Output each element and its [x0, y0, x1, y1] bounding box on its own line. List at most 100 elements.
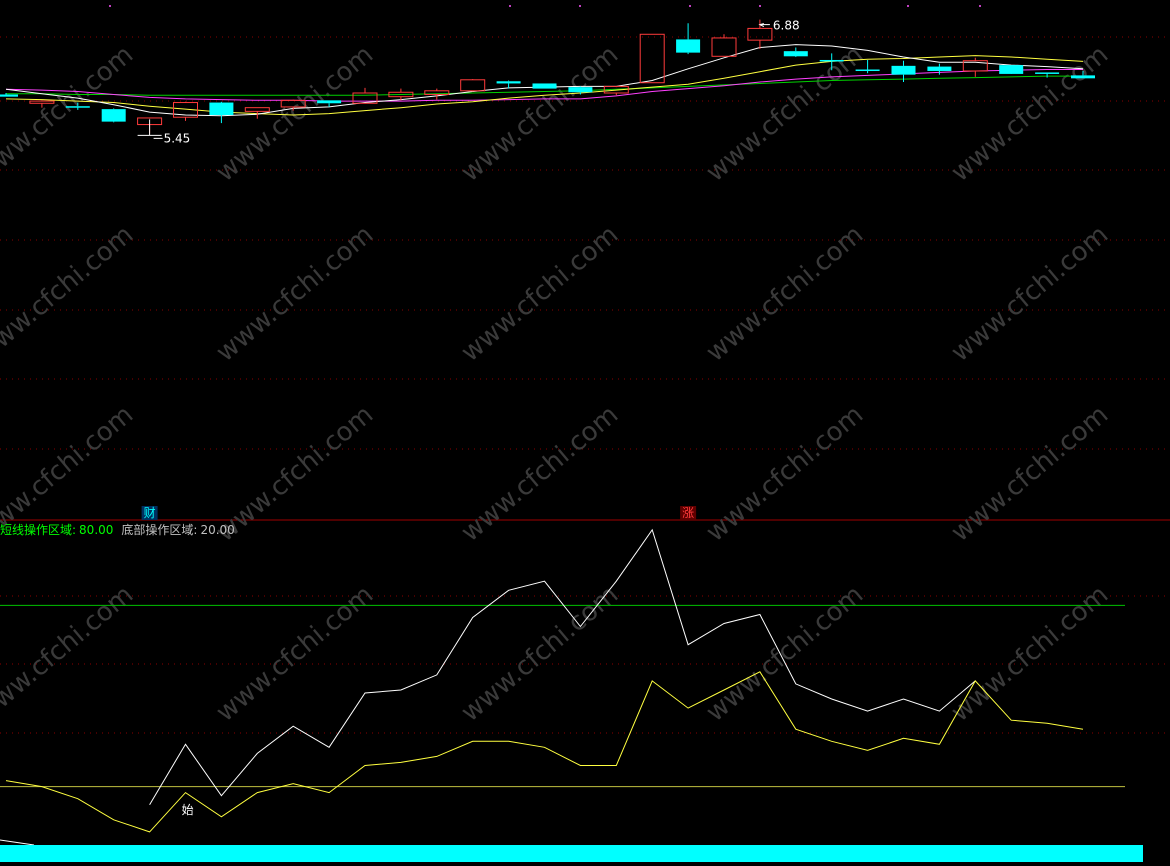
- candle-body: [173, 102, 198, 118]
- oscillator-tail: [0, 839, 35, 846]
- candle: [783, 47, 808, 58]
- candle-body: [855, 69, 880, 72]
- candle-body: [29, 100, 55, 104]
- top-tick-dot: [579, 5, 581, 7]
- candle: [1071, 70, 1095, 79]
- candle-body: [783, 51, 808, 57]
- candle-body: [0, 94, 18, 97]
- candle-body: [1035, 72, 1060, 74]
- candle: [891, 60, 916, 82]
- watermark-text: www.cfchi.com: [701, 40, 870, 188]
- watermark-text: www.cfchi.com: [211, 400, 380, 548]
- candle-body: [711, 37, 737, 57]
- legend-short-value: 80.00: [79, 523, 113, 537]
- watermark-text: www.cfchi.com: [946, 400, 1115, 548]
- candle: [676, 23, 701, 55]
- annotation-layer: 6.88 5.45 财 涨: [137, 19, 800, 520]
- watermark-text: www.cfchi.com: [456, 400, 625, 548]
- legend-short-label: 短线操作区域:: [0, 522, 76, 537]
- bottom-signal-bar: [0, 845, 1143, 862]
- candle: [424, 88, 450, 100]
- start-marker: 始: [182, 803, 194, 817]
- candle-body: [101, 109, 126, 122]
- candle: [496, 80, 521, 89]
- candle-body: [747, 27, 773, 41]
- watermark-text: www.cfchi.com: [701, 220, 870, 368]
- candle: [1035, 72, 1060, 78]
- watermark-text: www.cfchi.com: [0, 220, 139, 368]
- top-tick-dot: [979, 5, 981, 7]
- candle: [280, 99, 306, 111]
- watermark-text: www.cfchi.com: [701, 580, 870, 728]
- candle-body: [424, 90, 450, 95]
- watermark-text: www.cfchi.com: [946, 220, 1115, 368]
- candle: [999, 65, 1024, 74]
- candle-body: [568, 87, 593, 93]
- legend-bottom-value: 20.00: [200, 523, 234, 537]
- watermark-text: www.cfchi.com: [456, 40, 625, 188]
- top-tick-dot: [509, 5, 511, 7]
- marker-background: [141, 506, 158, 520]
- top-tick-dot: [109, 5, 111, 7]
- candle-body: [496, 81, 521, 84]
- candle-body: [532, 83, 557, 89]
- candle-body: [460, 79, 486, 92]
- candle: [711, 34, 737, 57]
- candle: [352, 87, 378, 104]
- grid-layer: [0, 5, 1170, 734]
- indicator-legend: 短线操作区域: 80.00 底部操作区域: 20.00: [0, 522, 235, 537]
- marker-background: [680, 506, 697, 520]
- oscillator-white-line: [149, 528, 976, 805]
- candle-body: [891, 65, 916, 75]
- top-tick-dot: [759, 5, 761, 7]
- high-price-label: 6.88: [773, 19, 800, 33]
- ma10-line: [5, 55, 1084, 116]
- candle: [568, 86, 593, 95]
- candle: [65, 102, 90, 110]
- candle: [29, 100, 55, 108]
- watermark-text: www.cfchi.com: [456, 220, 625, 368]
- oscillator-layer: [0, 528, 1143, 862]
- candle-body: [280, 99, 306, 108]
- top-tick-dot: [907, 5, 909, 7]
- candle: [532, 83, 557, 89]
- candle: [0, 93, 18, 97]
- watermark-text: www.cfchi.com: [211, 220, 380, 368]
- watermark-text: www.cfchi.com: [211, 40, 380, 188]
- finance-marker: 财: [144, 506, 156, 520]
- candle: [927, 63, 952, 75]
- candle-body: [603, 85, 629, 94]
- candle-body: [352, 92, 378, 104]
- candle-body: [639, 33, 665, 84]
- candle-body: [1071, 75, 1095, 79]
- candle-body: [317, 100, 342, 104]
- candle-layer: [0, 19, 1095, 134]
- oscillator-yellow-line: [5, 671, 1084, 833]
- candle: [603, 85, 629, 96]
- watermark-text: www.cfchi.com: [701, 400, 870, 548]
- limit-up-marker: 涨: [682, 505, 694, 520]
- candle: [460, 79, 486, 92]
- candle: [101, 108, 126, 123]
- candle: [819, 53, 844, 71]
- candle: [317, 100, 342, 107]
- watermark-text: www.cfchi.com: [456, 580, 625, 728]
- candle: [962, 57, 988, 77]
- candle-body: [999, 65, 1024, 74]
- top-tick-dot: [689, 5, 691, 7]
- watermark-text: www.cfchi.com: [946, 580, 1115, 728]
- candle-body: [819, 59, 844, 62]
- low-price-label: 5.45: [164, 131, 191, 145]
- candle: [855, 59, 880, 74]
- candle: [388, 88, 414, 101]
- candle: [747, 19, 773, 49]
- candle: [173, 101, 198, 121]
- candle-body: [244, 107, 270, 112]
- candle-body: [209, 102, 234, 116]
- candle: [244, 107, 270, 119]
- candle: [639, 33, 665, 84]
- legend-bottom-label: 底部操作区域:: [121, 522, 197, 537]
- candle: [209, 101, 234, 124]
